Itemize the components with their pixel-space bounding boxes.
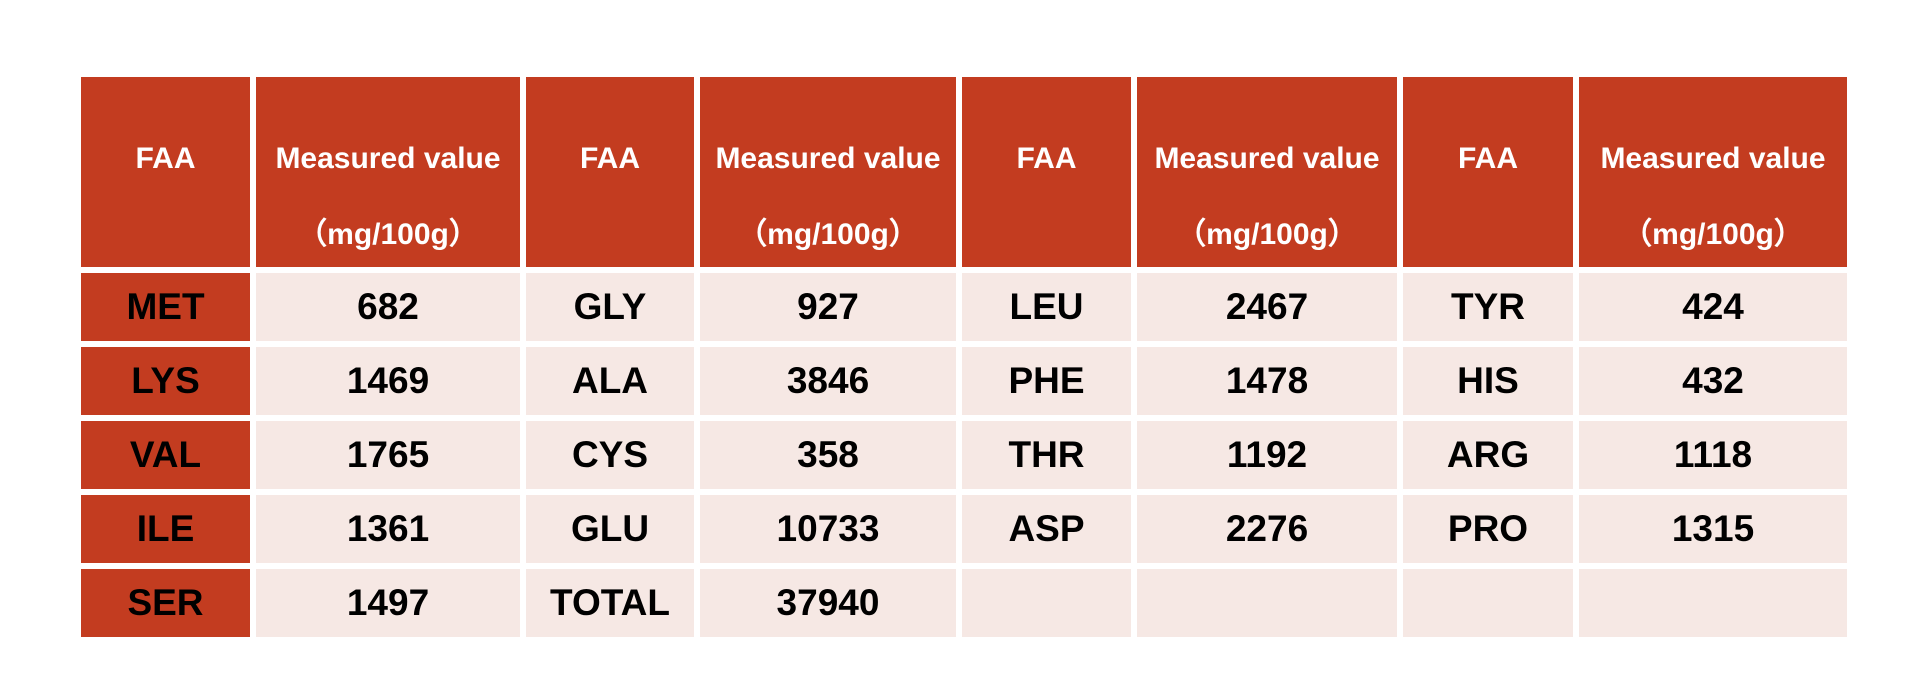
amino-acid-cell — [1403, 569, 1573, 637]
amino-acid-cell: SER — [81, 569, 250, 637]
value-cell: 432 — [1579, 347, 1847, 415]
amino-acid-cell: HIS — [1403, 347, 1573, 415]
header-cell-content: FAA — [1403, 77, 1573, 267]
amino-acid-cell: ALA — [526, 347, 694, 415]
header-row: FAA Measured value （mg/100g） FAA — [81, 77, 1847, 267]
table-row: ILE 1361 GLU 10733 ASP 2276 PRO 1315 — [81, 495, 1847, 563]
header-faa-label: FAA — [580, 142, 640, 175]
value-cell: 927 — [700, 273, 956, 341]
table-row: SER 1497 TOTAL 37940 — [81, 569, 1847, 637]
amino-acid-cell: LYS — [81, 347, 250, 415]
amino-acid-cell: THR — [962, 421, 1131, 489]
header-unit-label: （mg/100g） — [297, 218, 479, 251]
value-cell: 2276 — [1137, 495, 1397, 563]
header-faa-label: FAA — [1016, 142, 1077, 175]
header-value-label: Measured value — [1154, 142, 1380, 175]
amino-acid-cell: GLU — [526, 495, 694, 563]
amino-acid-cell: ASP — [962, 495, 1131, 563]
header-cell-content: FAA — [962, 77, 1131, 267]
header-unit-label: （mg/100g） — [737, 218, 919, 251]
header-unit-label: （mg/100g） — [1622, 218, 1804, 251]
header-cell-content: Measured value （mg/100g） — [700, 77, 956, 267]
amino-acid-cell: MET — [81, 273, 250, 341]
header-value-label: Measured value — [1600, 142, 1826, 175]
table-row: VAL 1765 CYS 358 THR 1192 ARG 1118 — [81, 421, 1847, 489]
amino-acid-cell: ILE — [81, 495, 250, 563]
amino-acid-cell: VAL — [81, 421, 250, 489]
value-cell: 2467 — [1137, 273, 1397, 341]
amino-acid-cell: GLY — [526, 273, 694, 341]
value-cell: 1315 — [1579, 495, 1847, 563]
value-cell: 37940 — [700, 569, 956, 637]
header-cell-measured-value: Measured value （mg/100g） — [1579, 77, 1847, 267]
table-row: MET 682 GLY 927 LEU 2467 TYR 424 — [81, 273, 1847, 341]
value-cell — [1137, 569, 1397, 637]
header-cell-faa: FAA — [1403, 77, 1573, 267]
value-cell: 1478 — [1137, 347, 1397, 415]
header-cell-content: Measured value （mg/100g） — [256, 77, 520, 267]
amino-acid-cell: ARG — [1403, 421, 1573, 489]
value-cell: 1469 — [256, 347, 520, 415]
amino-acid-cell: PHE — [962, 347, 1131, 415]
value-cell: 1765 — [256, 421, 520, 489]
amino-acid-cell: LEU — [962, 273, 1131, 341]
value-cell: 1497 — [256, 569, 520, 637]
amino-acid-cell: TOTAL — [526, 569, 694, 637]
amino-acid-cell: CYS — [526, 421, 694, 489]
faa-table: FAA Measured value （mg/100g） FAA — [75, 71, 1853, 643]
header-cell-faa: FAA — [81, 77, 250, 267]
value-cell: 10733 — [700, 495, 956, 563]
table-row: LYS 1469 ALA 3846 PHE 1478 HIS 432 — [81, 347, 1847, 415]
header-faa-label: FAA — [1458, 142, 1518, 175]
value-cell: 1192 — [1137, 421, 1397, 489]
amino-acid-cell: PRO — [1403, 495, 1573, 563]
header-value-label: Measured value — [715, 142, 941, 175]
header-faa-label: FAA — [135, 142, 196, 175]
header-cell-faa: FAA — [962, 77, 1131, 267]
value-cell: 358 — [700, 421, 956, 489]
header-unit-label: （mg/100g） — [1176, 218, 1358, 251]
value-cell: 1118 — [1579, 421, 1847, 489]
header-cell-measured-value: Measured value （mg/100g） — [256, 77, 520, 267]
amino-acid-cell: TYR — [1403, 273, 1573, 341]
value-cell — [1579, 569, 1847, 637]
header-value-label: Measured value — [275, 142, 501, 175]
value-cell: 424 — [1579, 273, 1847, 341]
value-cell: 3846 — [700, 347, 956, 415]
value-cell: 682 — [256, 273, 520, 341]
header-cell-content: Measured value （mg/100g） — [1579, 77, 1847, 267]
amino-acid-cell — [962, 569, 1131, 637]
header-cell-measured-value: Measured value （mg/100g） — [1137, 77, 1397, 267]
header-cell-content: FAA — [526, 77, 694, 267]
value-cell: 1361 — [256, 495, 520, 563]
header-cell-content: FAA — [81, 77, 250, 267]
header-cell-content: Measured value （mg/100g） — [1137, 77, 1397, 267]
header-cell-faa: FAA — [526, 77, 694, 267]
header-cell-measured-value: Measured value （mg/100g） — [700, 77, 956, 267]
